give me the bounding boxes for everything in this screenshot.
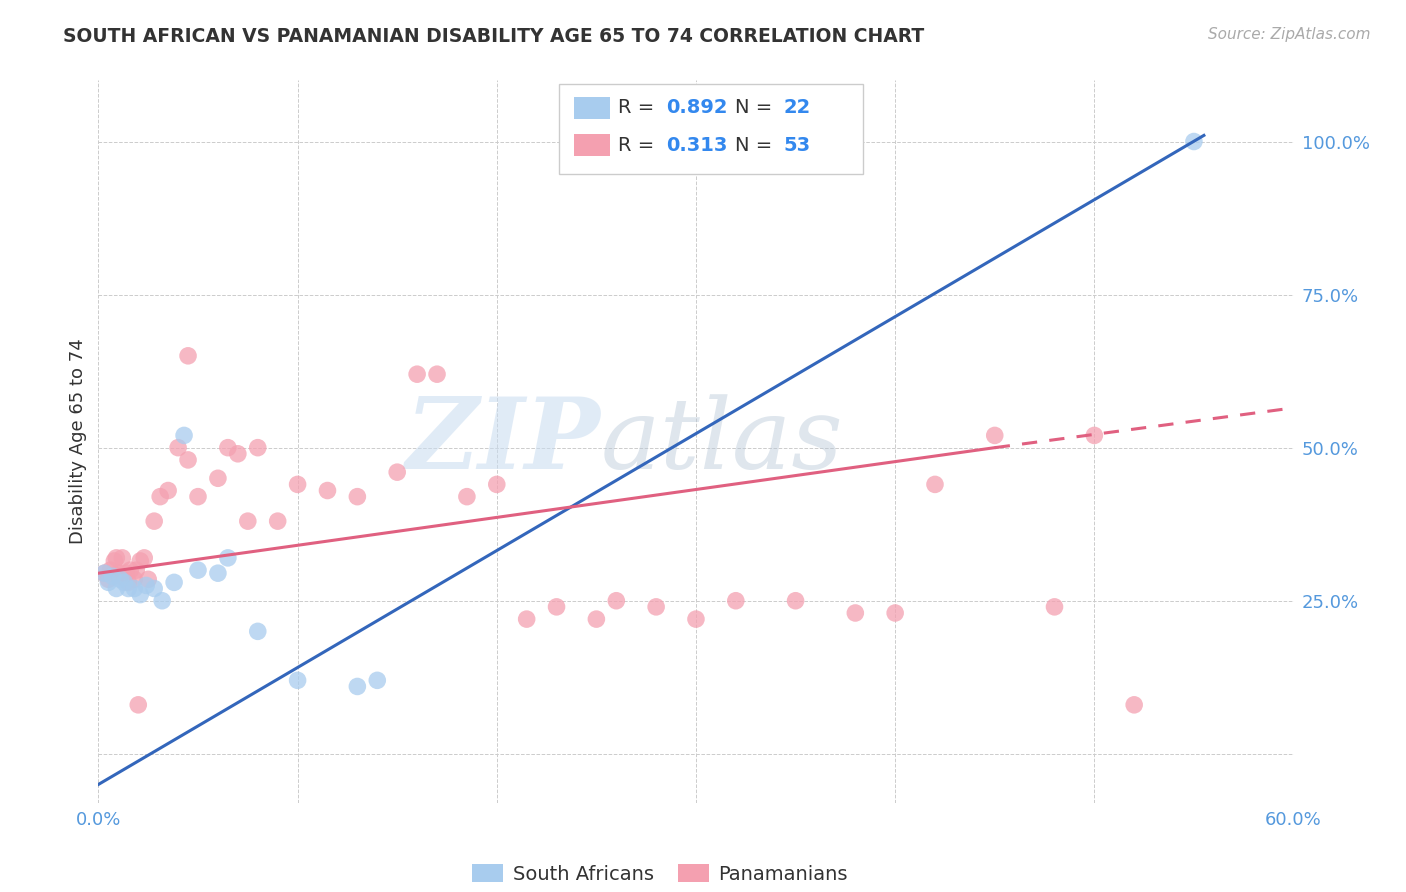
Point xyxy=(236,514,259,528)
Point xyxy=(135,578,157,592)
Point xyxy=(163,575,186,590)
Point xyxy=(685,612,707,626)
Text: atlas: atlas xyxy=(600,394,844,489)
Point xyxy=(157,483,180,498)
Point xyxy=(143,514,166,528)
Point xyxy=(124,582,146,596)
Point xyxy=(112,575,135,590)
Point xyxy=(287,477,309,491)
Point xyxy=(207,566,229,581)
Point xyxy=(516,612,538,626)
Point xyxy=(406,367,429,381)
Bar xyxy=(574,97,610,119)
Point xyxy=(485,477,508,491)
Point xyxy=(1182,135,1205,149)
Point xyxy=(1123,698,1146,712)
Point xyxy=(110,569,132,583)
Point xyxy=(884,606,907,620)
Point xyxy=(346,680,368,694)
Point xyxy=(117,575,139,590)
Point xyxy=(724,593,747,607)
Point xyxy=(984,428,1007,442)
Point xyxy=(124,572,146,586)
Point xyxy=(456,490,478,504)
Text: R =: R = xyxy=(619,136,661,155)
Text: Source: ZipAtlas.com: Source: ZipAtlas.com xyxy=(1208,27,1371,42)
Point xyxy=(924,477,946,491)
Point xyxy=(101,569,124,583)
Bar xyxy=(574,135,610,156)
Text: 22: 22 xyxy=(783,98,810,117)
Point xyxy=(546,599,568,614)
Point xyxy=(246,624,269,639)
Text: N =: N = xyxy=(735,136,779,155)
Point xyxy=(143,582,166,596)
Point xyxy=(207,471,229,485)
Point xyxy=(585,612,607,626)
Point xyxy=(129,588,152,602)
Point xyxy=(785,593,807,607)
FancyBboxPatch shape xyxy=(558,84,863,174)
Point xyxy=(217,550,239,565)
Point xyxy=(217,441,239,455)
Point xyxy=(149,490,172,504)
Point xyxy=(107,566,129,581)
Point xyxy=(150,593,173,607)
Point xyxy=(103,554,125,568)
Point xyxy=(187,563,209,577)
Point xyxy=(645,599,668,614)
Legend: South Africans, Panamanians: South Africans, Panamanians xyxy=(464,855,856,891)
Point xyxy=(105,582,128,596)
Point xyxy=(167,441,190,455)
Text: R =: R = xyxy=(619,98,661,117)
Point xyxy=(1083,428,1105,442)
Point xyxy=(93,566,115,581)
Point xyxy=(177,349,200,363)
Point xyxy=(93,566,115,581)
Point xyxy=(287,673,309,688)
Text: ZIP: ZIP xyxy=(405,393,600,490)
Point xyxy=(127,698,149,712)
Point xyxy=(366,673,388,688)
Point xyxy=(134,550,156,565)
Y-axis label: Disability Age 65 to 74: Disability Age 65 to 74 xyxy=(69,339,87,544)
Point xyxy=(98,563,122,577)
Point xyxy=(97,572,120,586)
Point xyxy=(125,563,148,577)
Point xyxy=(267,514,290,528)
Point xyxy=(110,572,132,586)
Point xyxy=(1043,599,1066,614)
Point xyxy=(316,483,339,498)
Point xyxy=(426,367,449,381)
Point xyxy=(136,572,159,586)
Point xyxy=(844,606,866,620)
Point xyxy=(115,566,138,581)
Point xyxy=(129,554,152,568)
Point xyxy=(105,550,128,565)
Point xyxy=(385,465,409,479)
Point xyxy=(177,453,200,467)
Point xyxy=(173,428,195,442)
Point xyxy=(226,447,249,461)
Text: N =: N = xyxy=(735,98,779,117)
Point xyxy=(605,593,627,607)
Text: SOUTH AFRICAN VS PANAMANIAN DISABILITY AGE 65 TO 74 CORRELATION CHART: SOUTH AFRICAN VS PANAMANIAN DISABILITY A… xyxy=(63,27,925,45)
Text: 53: 53 xyxy=(783,136,810,155)
Point xyxy=(120,563,142,577)
Text: 0.892: 0.892 xyxy=(666,98,727,117)
Point xyxy=(97,575,120,590)
Point xyxy=(246,441,269,455)
Point xyxy=(187,490,209,504)
Point xyxy=(111,550,134,565)
Point xyxy=(346,490,368,504)
Point xyxy=(117,582,139,596)
Text: 0.313: 0.313 xyxy=(666,136,727,155)
